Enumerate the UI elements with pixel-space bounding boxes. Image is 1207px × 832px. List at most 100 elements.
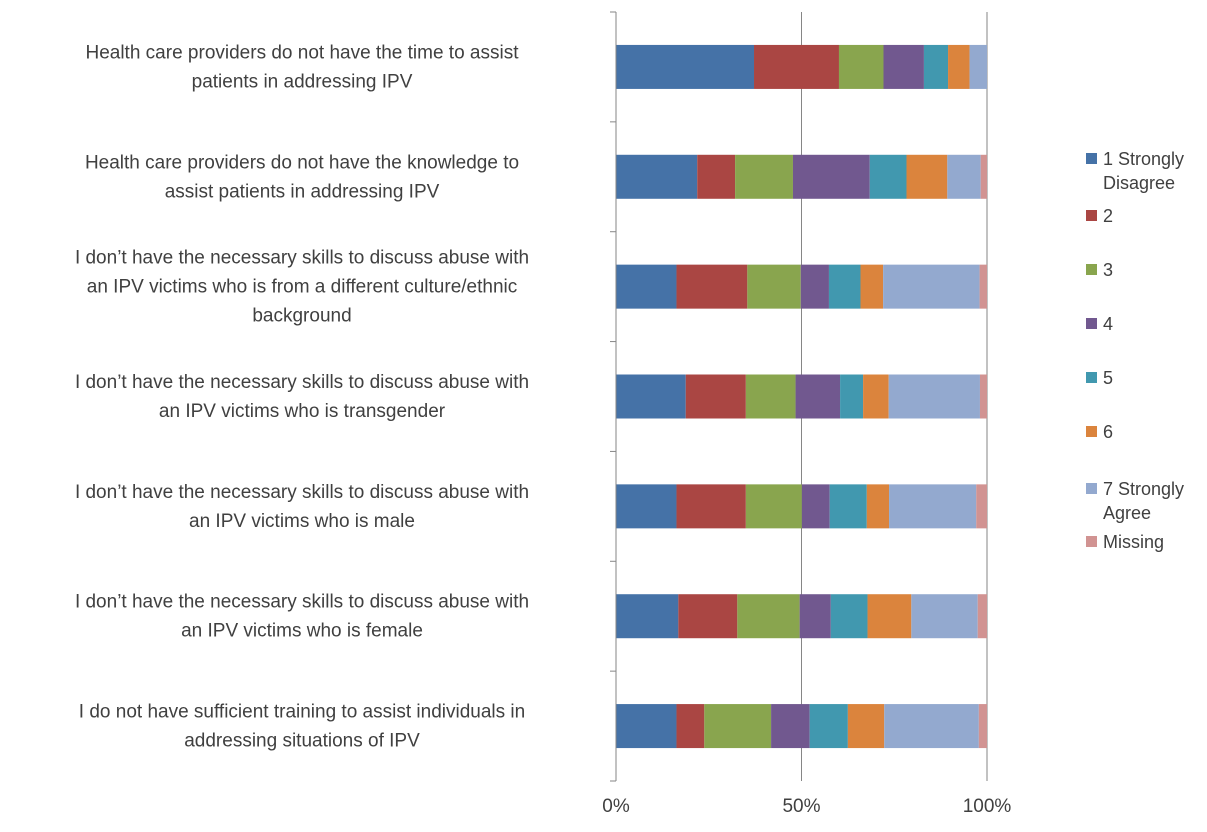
legend-label-4: 4	[1103, 314, 1113, 334]
bar-segment-6-8	[977, 594, 987, 639]
legend-swatch-8	[1086, 536, 1097, 547]
bar-segment-1-7	[969, 44, 987, 89]
legend-label-1: 1 Strongly Disagree	[1103, 149, 1184, 193]
legend-label-line: Disagree	[1103, 173, 1175, 193]
bar-segment-6-5	[830, 594, 868, 639]
legend-label-line: 5	[1103, 368, 1113, 388]
category-label-line: patients in addressing IPV	[192, 71, 413, 92]
bar-segment-7-1	[616, 704, 677, 749]
legend-label-2: 2	[1103, 206, 1113, 226]
bar-segment-3-8	[979, 264, 987, 309]
legend-label-line: 6	[1103, 422, 1113, 442]
legend-swatch-2	[1086, 210, 1097, 221]
category-label-line: I don’t have the necessary skills to dis…	[75, 592, 529, 613]
category-label-6: I don’t have the necessary skills to dis…	[75, 592, 529, 642]
bar-segment-7-3	[704, 704, 772, 749]
bar-segment-6-1	[616, 594, 679, 639]
legend-swatch-3	[1086, 264, 1097, 275]
bar-segment-4-2	[685, 374, 746, 419]
category-label-line: Health care providers do not have the kn…	[85, 152, 519, 173]
bar-segment-4-3	[745, 374, 796, 419]
bar-segment-2-5	[869, 154, 907, 199]
category-label-line: an IPV victims who is transgender	[159, 401, 446, 422]
legend-label-line: 4	[1103, 314, 1113, 334]
category-label-line: background	[252, 306, 351, 327]
bar-segment-4-7	[888, 374, 980, 419]
bar-segment-6-2	[678, 594, 738, 639]
bar-segment-6-3	[737, 594, 800, 639]
x-tick-label-1: 50%	[782, 796, 820, 817]
bar-segment-5-8	[976, 484, 987, 529]
bar-segment-1-2	[754, 44, 839, 89]
category-label-2: Health care providers do not have the kn…	[85, 152, 519, 202]
bar-segment-7-6	[847, 704, 885, 749]
legend-label-line: 2	[1103, 206, 1113, 226]
bar-segment-2-1	[616, 154, 698, 199]
legend-swatch-4	[1086, 318, 1097, 329]
category-label-line: I don’t have the necessary skills to dis…	[75, 372, 529, 393]
legend-label-line: 3	[1103, 260, 1113, 280]
legend-label-line: 1 Strongly	[1103, 149, 1184, 169]
legend-label-line: Missing	[1103, 532, 1164, 552]
bar-segment-7-7	[884, 704, 979, 749]
bar-segment-4-4	[795, 374, 841, 419]
legend: 1 Strongly Disagree 2 3 4 5 6 7 Strongly Agree Mi…	[1086, 149, 1184, 552]
bar-segment-5-2	[676, 484, 746, 529]
bars	[616, 44, 987, 749]
category-label-line: an IPV victims who is male	[189, 511, 415, 532]
category-label-4: I don’t have the necessary skills to dis…	[75, 372, 529, 422]
bar-segment-4-6	[863, 374, 889, 419]
bar-segment-2-7	[947, 154, 981, 199]
legend-label-line: 7 Strongly	[1103, 479, 1184, 499]
category-label-line: Health care providers do not have the ti…	[85, 42, 519, 63]
legend-label-7: 7 Strongly Agree	[1103, 479, 1184, 523]
legend-swatch-7	[1086, 483, 1097, 494]
category-label-7: I do not have sufficient training to ass…	[79, 702, 525, 752]
bar-segment-1-4	[883, 44, 924, 89]
bar-segment-1-6	[948, 44, 970, 89]
bar-segment-6-7	[911, 594, 978, 639]
category-label-line: assist patients in addressing IPV	[165, 181, 440, 202]
bar-segment-3-5	[828, 264, 861, 309]
bar-segment-5-6	[866, 484, 890, 529]
bar-segment-6-6	[867, 594, 912, 639]
bar-segment-5-5	[829, 484, 867, 529]
bar-segment-3-3	[747, 264, 801, 309]
bar-segment-4-1	[616, 374, 686, 419]
x-tick-label-0: 0%	[602, 796, 630, 817]
bar-segment-2-6	[906, 154, 948, 199]
category-label-line: I don’t have the necessary skills to dis…	[75, 482, 529, 503]
category-labels: Health care providers do not have the ti…	[75, 42, 529, 751]
bar-segment-2-3	[735, 154, 793, 199]
bar-segment-2-8	[980, 154, 987, 199]
bar-segment-1-5	[923, 44, 949, 89]
bar-segment-5-3	[745, 484, 802, 529]
bar-segment-5-7	[889, 484, 977, 529]
axes	[610, 11, 617, 782]
bar-segment-2-2	[697, 154, 736, 199]
category-label-line: I don’t have the necessary skills to dis…	[75, 248, 529, 269]
bar-segment-3-7	[883, 264, 980, 309]
legend-swatch-6	[1086, 426, 1097, 437]
bar-segment-7-2	[676, 704, 705, 749]
category-label-5: I don’t have the necessary skills to dis…	[75, 482, 529, 532]
legend-label-8: Missing	[1103, 532, 1164, 552]
bar-segment-6-4	[799, 594, 831, 639]
category-label-3: I don’t have the necessary skills to dis…	[75, 248, 529, 327]
bar-segment-7-5	[809, 704, 848, 749]
bar-segment-3-6	[860, 264, 884, 309]
category-label-line: I do not have sufficient training to ass…	[79, 702, 525, 723]
legend-label-5: 5	[1103, 368, 1113, 388]
bar-segment-4-8	[979, 374, 987, 419]
bar-segment-3-2	[676, 264, 748, 309]
legend-label-6: 6	[1103, 422, 1113, 442]
x-tick-labels: 0% 50% 100%	[602, 796, 1011, 817]
bar-segment-7-4	[771, 704, 810, 749]
category-label-line: an IPV victims who is female	[181, 621, 423, 642]
bar-segment-3-4	[800, 264, 829, 309]
x-tick-label-2: 100%	[963, 796, 1012, 817]
bar-segment-3-1	[616, 264, 677, 309]
bar-segment-5-4	[801, 484, 830, 529]
